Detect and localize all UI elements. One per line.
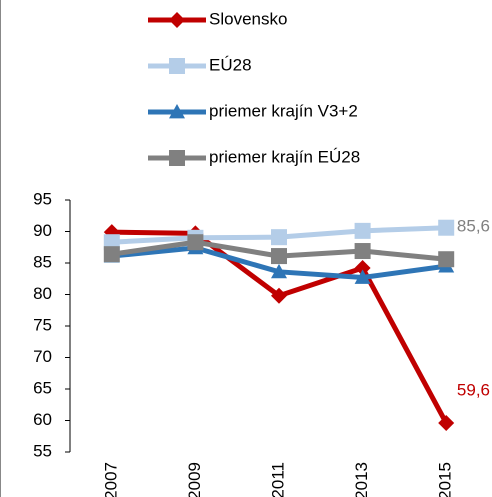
y-tick-label: 85	[33, 252, 52, 271]
value-label: 85,6	[457, 217, 490, 236]
legend-marker	[169, 58, 185, 74]
legend-label: priemer krajín V3+2	[209, 101, 358, 120]
value-label: 59,6	[457, 381, 490, 400]
x-tick-label: 2009	[185, 462, 204, 497]
point	[271, 248, 287, 265]
point	[438, 251, 455, 268]
point	[271, 229, 287, 246]
point	[354, 260, 371, 277]
point	[271, 287, 287, 304]
point	[103, 246, 120, 263]
point	[438, 415, 455, 432]
x-tick-label: 2015	[436, 462, 455, 497]
legend-marker	[169, 12, 185, 28]
y-tick-label: 75	[33, 315, 52, 334]
y-tick-label: 65	[33, 378, 52, 397]
legend-label: EÚ28	[209, 55, 252, 74]
point	[271, 263, 287, 279]
point	[354, 222, 371, 239]
point	[354, 243, 371, 260]
legend-marker	[169, 150, 185, 166]
legend-label: Slovensko	[209, 9, 287, 28]
y-tick-label: 60	[33, 410, 52, 429]
x-tick-label: 2011	[268, 462, 287, 497]
point	[354, 269, 371, 284]
point	[438, 219, 455, 236]
x-tick-label: 2007	[101, 462, 120, 497]
legend-label: priemer krajín EÚ28	[209, 147, 360, 166]
y-tick-label: 55	[33, 441, 52, 460]
y-tick-label: 80	[33, 284, 52, 303]
y-tick-label: 70	[33, 347, 52, 366]
y-tick-label: 95	[33, 189, 52, 208]
y-tick-label: 90	[33, 221, 52, 240]
point	[187, 234, 204, 251]
x-tick-label: 2013	[352, 462, 371, 497]
legend-marker	[169, 104, 185, 119]
